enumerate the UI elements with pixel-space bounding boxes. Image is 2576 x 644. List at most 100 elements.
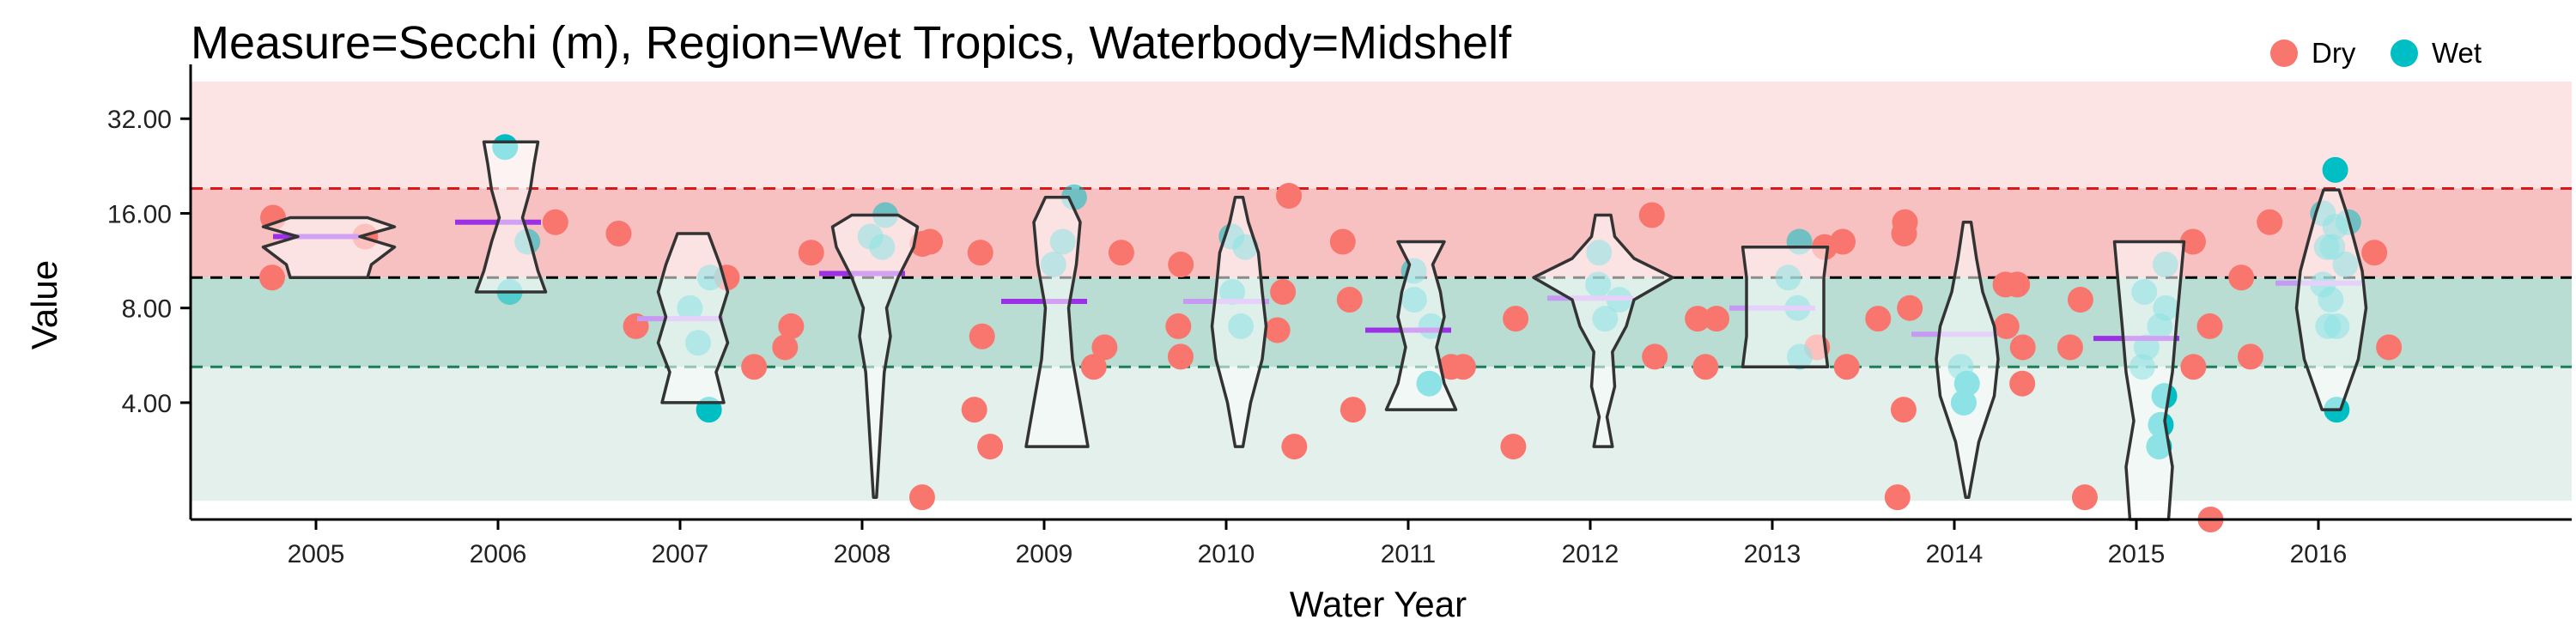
dry-series xyxy=(258,182,2403,532)
data-point-dry xyxy=(1270,278,1297,305)
data-point-dry xyxy=(908,484,935,511)
violin xyxy=(2112,240,2186,521)
x-tick-label: 2007 xyxy=(652,540,709,568)
axes xyxy=(189,64,2572,521)
violin xyxy=(2294,188,2368,411)
data-point-dry xyxy=(2180,354,2207,380)
data-point-dry xyxy=(1336,287,1363,313)
x-tick-label: 2005 xyxy=(288,540,345,568)
data-point-dry xyxy=(2228,264,2255,291)
data-point-dry xyxy=(2257,209,2283,235)
x-tick-label: 2008 xyxy=(834,540,891,568)
violin xyxy=(474,140,548,294)
data-point-dry xyxy=(1830,228,1856,255)
data-point-dry xyxy=(1500,434,1527,460)
violin xyxy=(656,232,730,404)
threshold-band xyxy=(191,188,2572,278)
data-point-dry xyxy=(2004,271,2031,298)
data-point-dry xyxy=(605,220,632,246)
violin xyxy=(830,213,920,499)
y-tick-label: 32.00 xyxy=(107,106,172,134)
violin xyxy=(1532,213,1674,448)
data-point-dry xyxy=(1884,484,1911,511)
violin xyxy=(261,216,397,279)
x-tick-label: 2011 xyxy=(1381,540,1437,568)
data-point-dry xyxy=(2196,313,2223,339)
data-point-dry xyxy=(967,240,993,266)
data-point-dry xyxy=(1833,354,1860,380)
data-point-dry xyxy=(1080,354,1107,380)
threshold-band xyxy=(191,367,2572,501)
legend-label-wet: Wet xyxy=(2432,37,2482,69)
data-point-dry xyxy=(1276,182,1303,209)
data-point-dry xyxy=(2361,240,2388,266)
data-point-dry xyxy=(961,397,987,423)
data-point-dry xyxy=(1638,202,1665,228)
data-point-dry xyxy=(1340,397,1366,423)
violin xyxy=(1384,240,1458,411)
data-point-dry xyxy=(741,354,768,380)
data-point-dry xyxy=(778,313,805,339)
data-point-dry xyxy=(1890,397,1917,423)
x-tick-label: 2016 xyxy=(2290,540,2348,568)
data-point-dry xyxy=(2009,370,2036,397)
data-point-wet xyxy=(2322,156,2348,183)
data-point-dry xyxy=(917,228,944,255)
data-point-dry xyxy=(969,323,995,349)
x-tick-label: 2006 xyxy=(470,540,527,568)
data-point-dry xyxy=(1165,313,1192,339)
x-tick-label: 2010 xyxy=(1198,540,1255,568)
data-point-dry xyxy=(2237,343,2263,370)
x-axis-ticks: 2005 2006 2007 2008 2009 2010 2011 2012 2013 2014… xyxy=(288,519,2348,568)
x-tick-label: 2013 xyxy=(1744,540,1801,568)
data-point-dry xyxy=(1692,354,1719,380)
data-point-dry xyxy=(977,434,1004,460)
data-point-dry xyxy=(2179,228,2206,255)
data-point-dry xyxy=(2009,334,2036,361)
data-point-dry xyxy=(2376,334,2403,361)
data-point-dry xyxy=(2057,334,2083,361)
violin xyxy=(1935,220,2000,499)
violin xyxy=(1210,195,1268,448)
x-axis-title: Water Year xyxy=(1290,584,1467,624)
legend-label-dry: Dry xyxy=(2312,37,2356,69)
y-tick-label: 16.00 xyxy=(107,200,172,228)
data-point-dry xyxy=(1167,343,1194,370)
data-point-dry xyxy=(1091,334,1118,361)
threshold-band xyxy=(191,82,2572,189)
x-tick-label: 2012 xyxy=(1562,540,1619,568)
data-point-dry xyxy=(1438,354,1465,380)
x-tick-label: 2014 xyxy=(1926,540,1984,568)
chart-title: Measure=Secchi (m), Region=Wet Tropics, … xyxy=(191,17,1512,69)
data-point-dry xyxy=(1264,317,1291,343)
data-point-dry xyxy=(1642,343,1668,370)
data-point-dry xyxy=(1168,252,1194,278)
data-point-dry xyxy=(1329,228,1356,255)
y-axis-title: Value xyxy=(24,260,64,349)
legend-marker-dry xyxy=(2270,39,2298,67)
data-point-dry xyxy=(1897,295,1923,321)
violin xyxy=(1741,245,1830,368)
legend-marker-wet xyxy=(2391,39,2418,67)
x-tick-label: 2009 xyxy=(1016,540,1073,568)
data-point-dry xyxy=(798,240,824,266)
data-point-dry xyxy=(542,209,568,235)
y-axis-ticks: 4.00 8.00 16.00 32.00 xyxy=(107,106,191,418)
data-point-dry xyxy=(1685,306,1711,332)
data-point-dry xyxy=(1892,209,1918,235)
violin-shapes xyxy=(261,140,2368,521)
y-tick-label: 4.00 xyxy=(122,390,172,418)
threshold-bands xyxy=(191,82,2572,501)
violin xyxy=(1024,195,1090,448)
chart-legend: Dry Wet xyxy=(2270,37,2482,69)
data-point-dry xyxy=(1993,313,2020,339)
data-point-dry xyxy=(2071,484,2098,511)
data-point-dry xyxy=(258,264,285,291)
data-point-dry xyxy=(1503,306,1529,332)
data-point-dry xyxy=(1704,306,1730,332)
data-point-dry xyxy=(1281,434,1308,460)
data-point-dry xyxy=(1865,306,1892,332)
y-tick-label: 8.00 xyxy=(122,295,172,324)
x-tick-label: 2015 xyxy=(2108,540,2166,568)
